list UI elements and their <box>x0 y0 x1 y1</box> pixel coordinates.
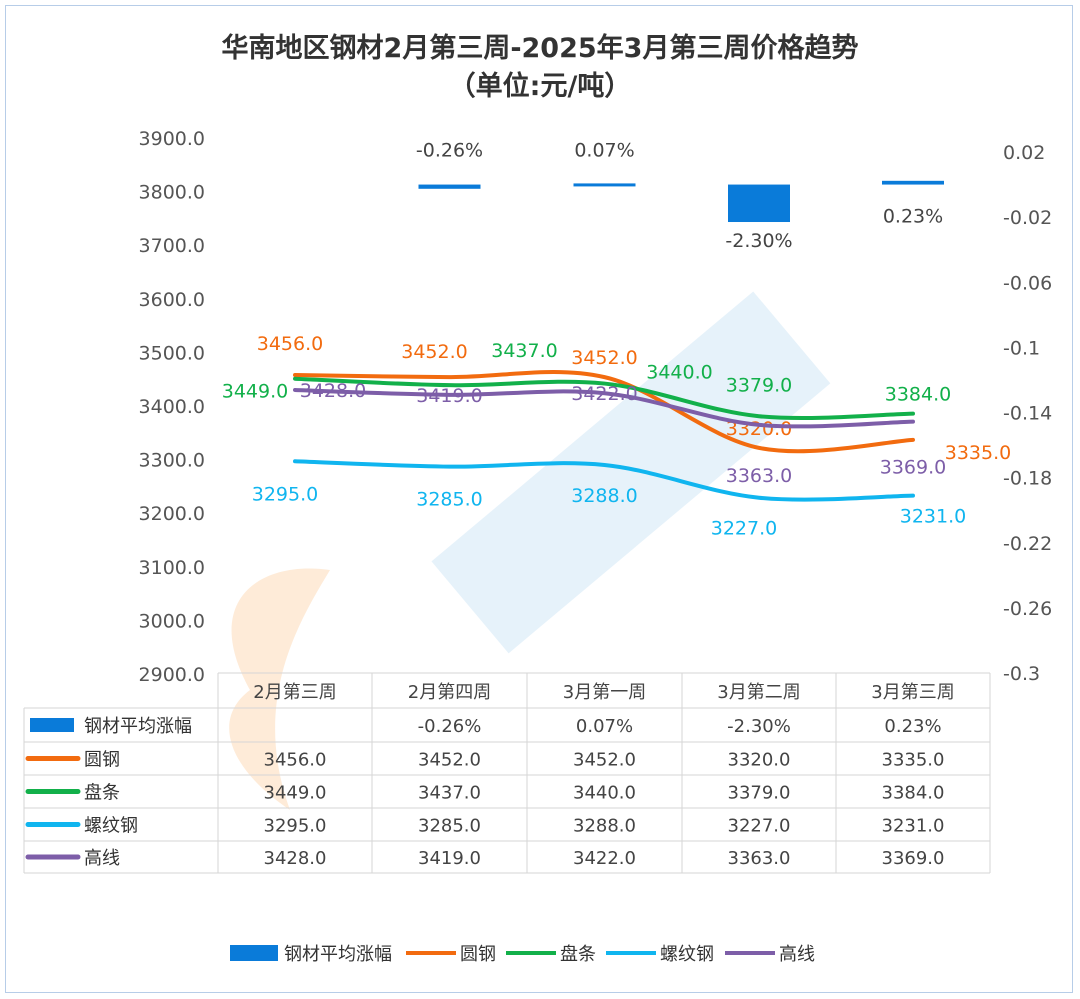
y-left-tick: 2900.0 <box>139 664 205 686</box>
table-header: 3月第一周 <box>563 682 646 703</box>
y-right-tick: -0.3 <box>1003 663 1040 685</box>
table-cell: 3419.0 <box>418 848 481 869</box>
y-right-tick: -0.26 <box>1003 598 1052 620</box>
data-label: 3295.0 <box>252 483 318 505</box>
table-cell: 3231.0 <box>882 816 945 837</box>
table-cell: 0.23% <box>884 716 941 737</box>
y-right-tick: -0.22 <box>1003 533 1052 555</box>
legend-bar-icon <box>230 945 278 961</box>
bar-label: 0.23% <box>883 206 943 228</box>
data-label: 3419.0 <box>416 385 482 407</box>
y-right-tick: -0.02 <box>1003 207 1052 229</box>
table-cell: 3384.0 <box>882 783 945 804</box>
table-cell: 3449.0 <box>264 783 327 804</box>
table-cell: 3379.0 <box>728 783 791 804</box>
legend-item: 盘条 <box>560 944 596 965</box>
bar-4 <box>882 180 944 185</box>
y-left-tick: 3500.0 <box>139 342 205 364</box>
y-left-tick: 3700.0 <box>139 235 205 257</box>
table-header: 3月第二周 <box>717 682 800 703</box>
table-row-label: 钢材平均涨幅 <box>84 716 192 737</box>
data-label: 3285.0 <box>416 489 482 511</box>
data-label: 3335.0 <box>945 442 1011 464</box>
data-label: 3369.0 <box>880 457 946 479</box>
table-row-label: 螺纹钢 <box>84 816 138 837</box>
series-line-3 <box>293 387 915 429</box>
legend-item: 圆钢 <box>460 944 496 965</box>
bar-1 <box>418 184 481 189</box>
watermark-shape <box>431 291 831 654</box>
data-label: 3452.0 <box>401 341 467 363</box>
bar-label: -0.26% <box>416 140 483 162</box>
y-left-tick: 3300.0 <box>139 450 205 472</box>
bar-3 <box>728 184 790 223</box>
y-left-tick: 3800.0 <box>139 182 205 204</box>
table-row-label: 圆钢 <box>84 750 120 771</box>
data-label: 3379.0 <box>726 374 792 396</box>
table-legend-bar-icon <box>30 718 74 732</box>
bar-2 <box>573 183 636 187</box>
table-cell: 3295.0 <box>264 816 327 837</box>
table-cell: 3335.0 <box>882 750 945 771</box>
legend-item: 钢材平均涨幅 <box>284 944 392 965</box>
y-right-tick: -0.06 <box>1003 272 1052 294</box>
series-line-0 <box>293 369 915 454</box>
data-label: 3231.0 <box>900 506 966 528</box>
data-label: 3288.0 <box>571 485 637 507</box>
table-cell: 3440.0 <box>573 783 636 804</box>
y-left-tick: 3400.0 <box>139 396 205 418</box>
y-left-tick: 3600.0 <box>139 289 205 311</box>
table-cell: 3437.0 <box>418 783 481 804</box>
data-label: 3437.0 <box>491 340 557 362</box>
table-header: 3月第三周 <box>871 682 954 703</box>
y-right-tick: -0.14 <box>1003 403 1052 425</box>
bar-label: -2.30% <box>725 230 792 252</box>
table-row-label: 盘条 <box>84 783 120 804</box>
data-label: 3422.0 <box>571 383 637 405</box>
table-cell: 3422.0 <box>573 848 636 869</box>
series-line-2 <box>293 459 915 502</box>
chart-frame <box>5 5 1073 993</box>
table-cell: 3285.0 <box>418 816 481 837</box>
table-cell: -2.30% <box>727 716 791 737</box>
data-label: 3452.0 <box>571 347 637 369</box>
y-right-tick: -0.1 <box>1003 337 1040 359</box>
bar-label: 0.07% <box>574 140 634 162</box>
chart-subtitle: （单位:元/吨） <box>448 71 632 102</box>
table-cell: 3227.0 <box>728 816 791 837</box>
data-label: 3428.0 <box>300 380 366 402</box>
chart-title: 华南地区钢材2月第三周-2025年3月第三周价格趋势 <box>221 33 859 64</box>
watermark-logo <box>229 568 330 810</box>
table-row-label: 高线 <box>84 848 120 869</box>
legend-item: 螺纹钢 <box>660 944 714 965</box>
table-header: 2月第三周 <box>253 682 336 703</box>
y-left-tick: 3900.0 <box>139 128 205 150</box>
data-label: 3449.0 <box>222 381 288 403</box>
y-left-tick: 3100.0 <box>139 557 205 579</box>
table-cell: 3320.0 <box>728 750 791 771</box>
data-label: 3384.0 <box>885 384 951 406</box>
table-cell: 3288.0 <box>573 816 636 837</box>
table-cell: 3363.0 <box>728 848 791 869</box>
table-cell: 3369.0 <box>882 848 945 869</box>
table-cell: 3452.0 <box>573 750 636 771</box>
table-cell: 3452.0 <box>418 750 481 771</box>
data-label: 3440.0 <box>646 362 712 384</box>
table-cell: 3456.0 <box>264 750 327 771</box>
table-cell: 3428.0 <box>264 848 327 869</box>
y-right-tick: 0.02 <box>1003 142 1045 164</box>
table-cell: 0.07% <box>576 716 633 737</box>
data-label: 3456.0 <box>257 333 323 355</box>
table-header: 2月第四周 <box>408 682 491 703</box>
data-label: 3227.0 <box>711 518 777 540</box>
table-cell: -0.26% <box>418 716 482 737</box>
y-left-tick: 3200.0 <box>139 503 205 525</box>
series-line-1 <box>293 376 915 420</box>
data-label: 3363.0 <box>726 465 792 487</box>
y-right-tick: -0.18 <box>1003 468 1052 490</box>
legend-item: 高线 <box>779 944 815 965</box>
y-left-tick: 3000.0 <box>139 610 205 632</box>
